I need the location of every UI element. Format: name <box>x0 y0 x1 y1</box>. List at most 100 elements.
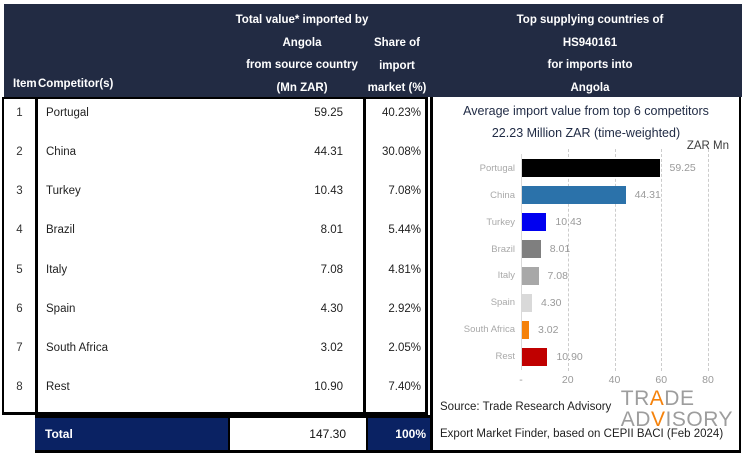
bar-category-label: Turkey <box>486 216 515 228</box>
bar-row: China 44.31 <box>433 182 739 209</box>
header-line: market (%) <box>367 82 427 94</box>
x-axis-ticks: - 20 40 60 80 <box>433 374 739 388</box>
total-value: 147.30 <box>228 418 368 450</box>
x-axis-tick-label: - <box>519 374 523 386</box>
chart-title: Average import value from top 6 competit… <box>463 104 709 118</box>
column-header-share: Share of import market (%) <box>362 32 432 100</box>
row-market-share: 30.08% <box>363 138 425 178</box>
logo-line-advisory: ADVISORY <box>621 409 733 430</box>
bar-category-label: Rest <box>495 351 515 363</box>
row-market-share: 5.44% <box>363 216 425 256</box>
logo-letter: S <box>671 408 687 431</box>
x-axis-tick-label: 40 <box>608 374 621 386</box>
row-competitor-name: China <box>46 146 77 159</box>
header-line: from source country <box>246 59 358 71</box>
row-market-share: 2.05% <box>363 333 425 373</box>
row-item-number: 5 <box>4 255 38 295</box>
table-row: 8 Rest 10.90 7.40% <box>4 372 425 412</box>
table-row: 4 Brazil 8.01 5.44% <box>4 216 425 256</box>
row-market-share: 40.23% <box>363 99 425 139</box>
logo-accent-letter: A <box>649 387 665 410</box>
row-market-share: 4.81% <box>363 255 425 295</box>
column-header-total-value: Total value* imported by Angola from sou… <box>196 9 408 99</box>
row-import-value: 44.31 <box>314 146 343 159</box>
row-market-share: 7.40% <box>363 372 425 412</box>
total-label: Total <box>35 418 228 450</box>
header-line: Angola <box>282 36 322 49</box>
bar <box>522 320 530 339</box>
bar-category-label: Portugal <box>479 162 515 174</box>
row-item-number: 3 <box>4 177 38 217</box>
logo-letter: D <box>635 408 651 431</box>
header-line: for imports into <box>547 59 633 71</box>
bar-value-label: 44.31 <box>634 189 661 202</box>
table-row: 2 China 44.31 30.08% <box>4 138 425 178</box>
bar <box>522 186 626 205</box>
row-import-value: 8.01 <box>320 224 343 237</box>
chart-subtitle: 22.23 Million ZAR (time-weighted) <box>491 126 681 140</box>
table-row: 1 Portugal 59.25 40.23% <box>4 99 425 139</box>
source-text: Source: Trade Research Advisory <box>440 401 612 413</box>
logo-letter: R <box>703 408 719 431</box>
row-import-value: 10.90 <box>314 380 343 393</box>
header-line: import <box>379 59 415 72</box>
axis-unit-label: ZAR Mn <box>686 140 729 152</box>
logo-line-trade: TRADE <box>621 388 733 409</box>
header-line: (Mn ZAR) <box>276 81 328 94</box>
bar <box>522 293 533 312</box>
row-import-value: 10.43 <box>314 185 343 198</box>
bar-value-label: 4.30 <box>541 296 562 309</box>
row-item-number: 7 <box>4 333 38 373</box>
logo-letter: D <box>664 387 680 410</box>
row-item-number: 8 <box>4 372 38 412</box>
header-line: Angola <box>570 81 610 94</box>
row-competitor-name: Portugal <box>46 107 89 119</box>
bar-value-label: 10.43 <box>555 216 582 229</box>
row-import-value: 7.08 <box>320 263 343 276</box>
bar-category-label: Italy <box>497 270 515 282</box>
row-competitor-name: Brazil <box>46 224 75 237</box>
logo-letter: E <box>679 387 695 410</box>
row-import-value: 3.02 <box>320 341 343 354</box>
competitor-table: 1 Portugal 59.25 40.23% 2 China 44.31 30.08% 3 Tu… <box>2 97 428 415</box>
row-competitor-name: Italy <box>46 263 68 276</box>
bar-category-label: Spain <box>490 297 515 309</box>
bar-chart: Portugal 59.25 China 44.31 Turkey 10.43 Brazil… <box>433 155 739 370</box>
column-header-competitor: Competitor(s) <box>38 78 114 90</box>
bar-row: Italy 7.08 <box>433 263 739 290</box>
x-axis-tick-label: 20 <box>561 374 574 386</box>
bar <box>522 347 548 366</box>
gridline <box>708 149 709 371</box>
logo-letter: Y <box>718 408 733 431</box>
table-row: 6 Spain 4.30 2.92% <box>4 294 425 334</box>
chart-panel-header: Top supplying countries of HS940161 for … <box>440 9 740 99</box>
row-item-number: 1 <box>4 99 38 139</box>
total-row: Total 147.30 100% <box>35 415 430 453</box>
row-competitor-name: Rest <box>46 380 70 393</box>
row-item-number: 6 <box>4 294 38 334</box>
header-line: HS940161 <box>562 36 618 49</box>
bar-row: Rest 10.90 <box>433 343 739 370</box>
row-competitor-name: Spain <box>46 302 76 315</box>
chart-axis-baseline <box>521 154 522 370</box>
logo-letter: T <box>620 387 635 410</box>
row-market-share: 2.92% <box>363 294 425 334</box>
chart-panel: Average import value from top 6 competit… <box>430 97 741 453</box>
table-row: 7 South Africa 3.02 2.05% <box>4 333 425 373</box>
bar <box>522 159 661 178</box>
header-line: Share of <box>373 37 420 49</box>
total-share: 100% <box>368 418 430 450</box>
row-market-share: 7.08% <box>363 177 425 217</box>
header-band: Item Competitor(s) Total value* imported… <box>4 4 742 97</box>
row-import-value: 4.30 <box>320 302 343 315</box>
source-text-secondary: Export Market Finder, based on CEPII BAC… <box>440 428 724 440</box>
row-competitor-name: Turkey <box>46 185 81 198</box>
bar-row: Brazil 8.01 <box>433 236 739 263</box>
bar-value-label: 8.01 <box>549 243 571 256</box>
trade-advisory-logo: TRADE ADVISORY <box>621 388 733 430</box>
row-item-number: 2 <box>4 138 38 178</box>
header-line: Top supplying countries of <box>516 14 664 26</box>
x-axis-tick-label: 60 <box>655 374 668 386</box>
bar-row: Spain 4.30 <box>433 289 739 316</box>
